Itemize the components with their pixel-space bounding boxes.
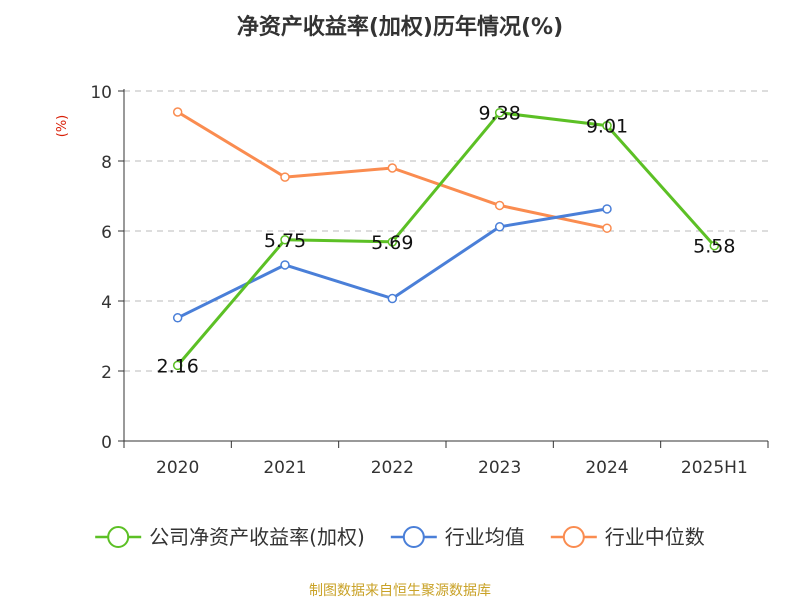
series-lines bbox=[172, 107, 720, 371]
y-tick-label: 10 bbox=[90, 83, 112, 103]
data-point bbox=[387, 237, 398, 247]
data-label: 9.38 bbox=[479, 103, 521, 125]
y-tick-label: 8 bbox=[101, 153, 112, 173]
legend-marker bbox=[562, 526, 585, 548]
x-tick-label: 2025H1 bbox=[681, 458, 748, 478]
x-tick-label: 2023 bbox=[478, 458, 521, 478]
data-label: 5.75 bbox=[264, 230, 306, 252]
data-point bbox=[602, 204, 612, 214]
data-point bbox=[602, 223, 612, 233]
data-label: 5.58 bbox=[693, 236, 735, 258]
x-tick-label: 2024 bbox=[585, 458, 628, 478]
source-note: 制图数据来自恒生聚源数据库 bbox=[309, 583, 491, 599]
data-point bbox=[172, 313, 183, 323]
legend-marker bbox=[107, 526, 130, 548]
x-tick-label: 2020 bbox=[156, 458, 199, 478]
x-tick-label: 2021 bbox=[263, 458, 306, 478]
data-point bbox=[387, 293, 398, 304]
series-line bbox=[176, 111, 716, 367]
legend-item: 行业中位数 bbox=[550, 525, 705, 549]
data-point bbox=[280, 260, 290, 270]
legend-item: 行业均值 bbox=[390, 525, 525, 549]
data-point bbox=[709, 240, 720, 251]
x-tick-label: 2022 bbox=[371, 458, 414, 478]
legend-item: 公司净资产收益率(加权) bbox=[95, 525, 365, 549]
axes: 0 2 4 6 8 10 2020 2021 2022 2023 2024 2025H1 bbox=[90, 83, 769, 478]
y-tick-label: 0 bbox=[101, 433, 112, 453]
data-point bbox=[602, 120, 612, 131]
data-point bbox=[494, 222, 505, 232]
y-axis-label: (%) bbox=[55, 115, 70, 138]
data-label: 2.16 bbox=[157, 355, 199, 377]
legend-label: 公司净资产收益率(加权) bbox=[149, 525, 365, 549]
data-point bbox=[280, 235, 290, 245]
legend-label: 行业均值 bbox=[445, 525, 525, 549]
data-point bbox=[494, 107, 505, 118]
legend-label: 行业中位数 bbox=[605, 525, 705, 549]
chart-title: 净资产收益率(加权)历年情况(%) bbox=[237, 14, 563, 40]
legend: 公司净资产收益率(加权) 行业均值 行业中位数 bbox=[95, 525, 705, 549]
legend-marker bbox=[402, 526, 425, 548]
data-label: 9.01 bbox=[586, 116, 628, 138]
y-tick-label: 2 bbox=[101, 363, 112, 383]
y-tick-label: 6 bbox=[101, 223, 112, 243]
data-point bbox=[494, 200, 505, 211]
y-tick-label: 4 bbox=[101, 293, 112, 313]
data-point bbox=[387, 163, 398, 173]
data-point bbox=[280, 172, 290, 182]
data-point bbox=[172, 360, 183, 371]
grid-lines bbox=[124, 90, 768, 372]
data-label: 5.69 bbox=[371, 232, 413, 254]
data-labels: 2.16 5.75 5.69 9.38 9.01 5.58 bbox=[157, 103, 736, 378]
data-point bbox=[172, 107, 183, 117]
